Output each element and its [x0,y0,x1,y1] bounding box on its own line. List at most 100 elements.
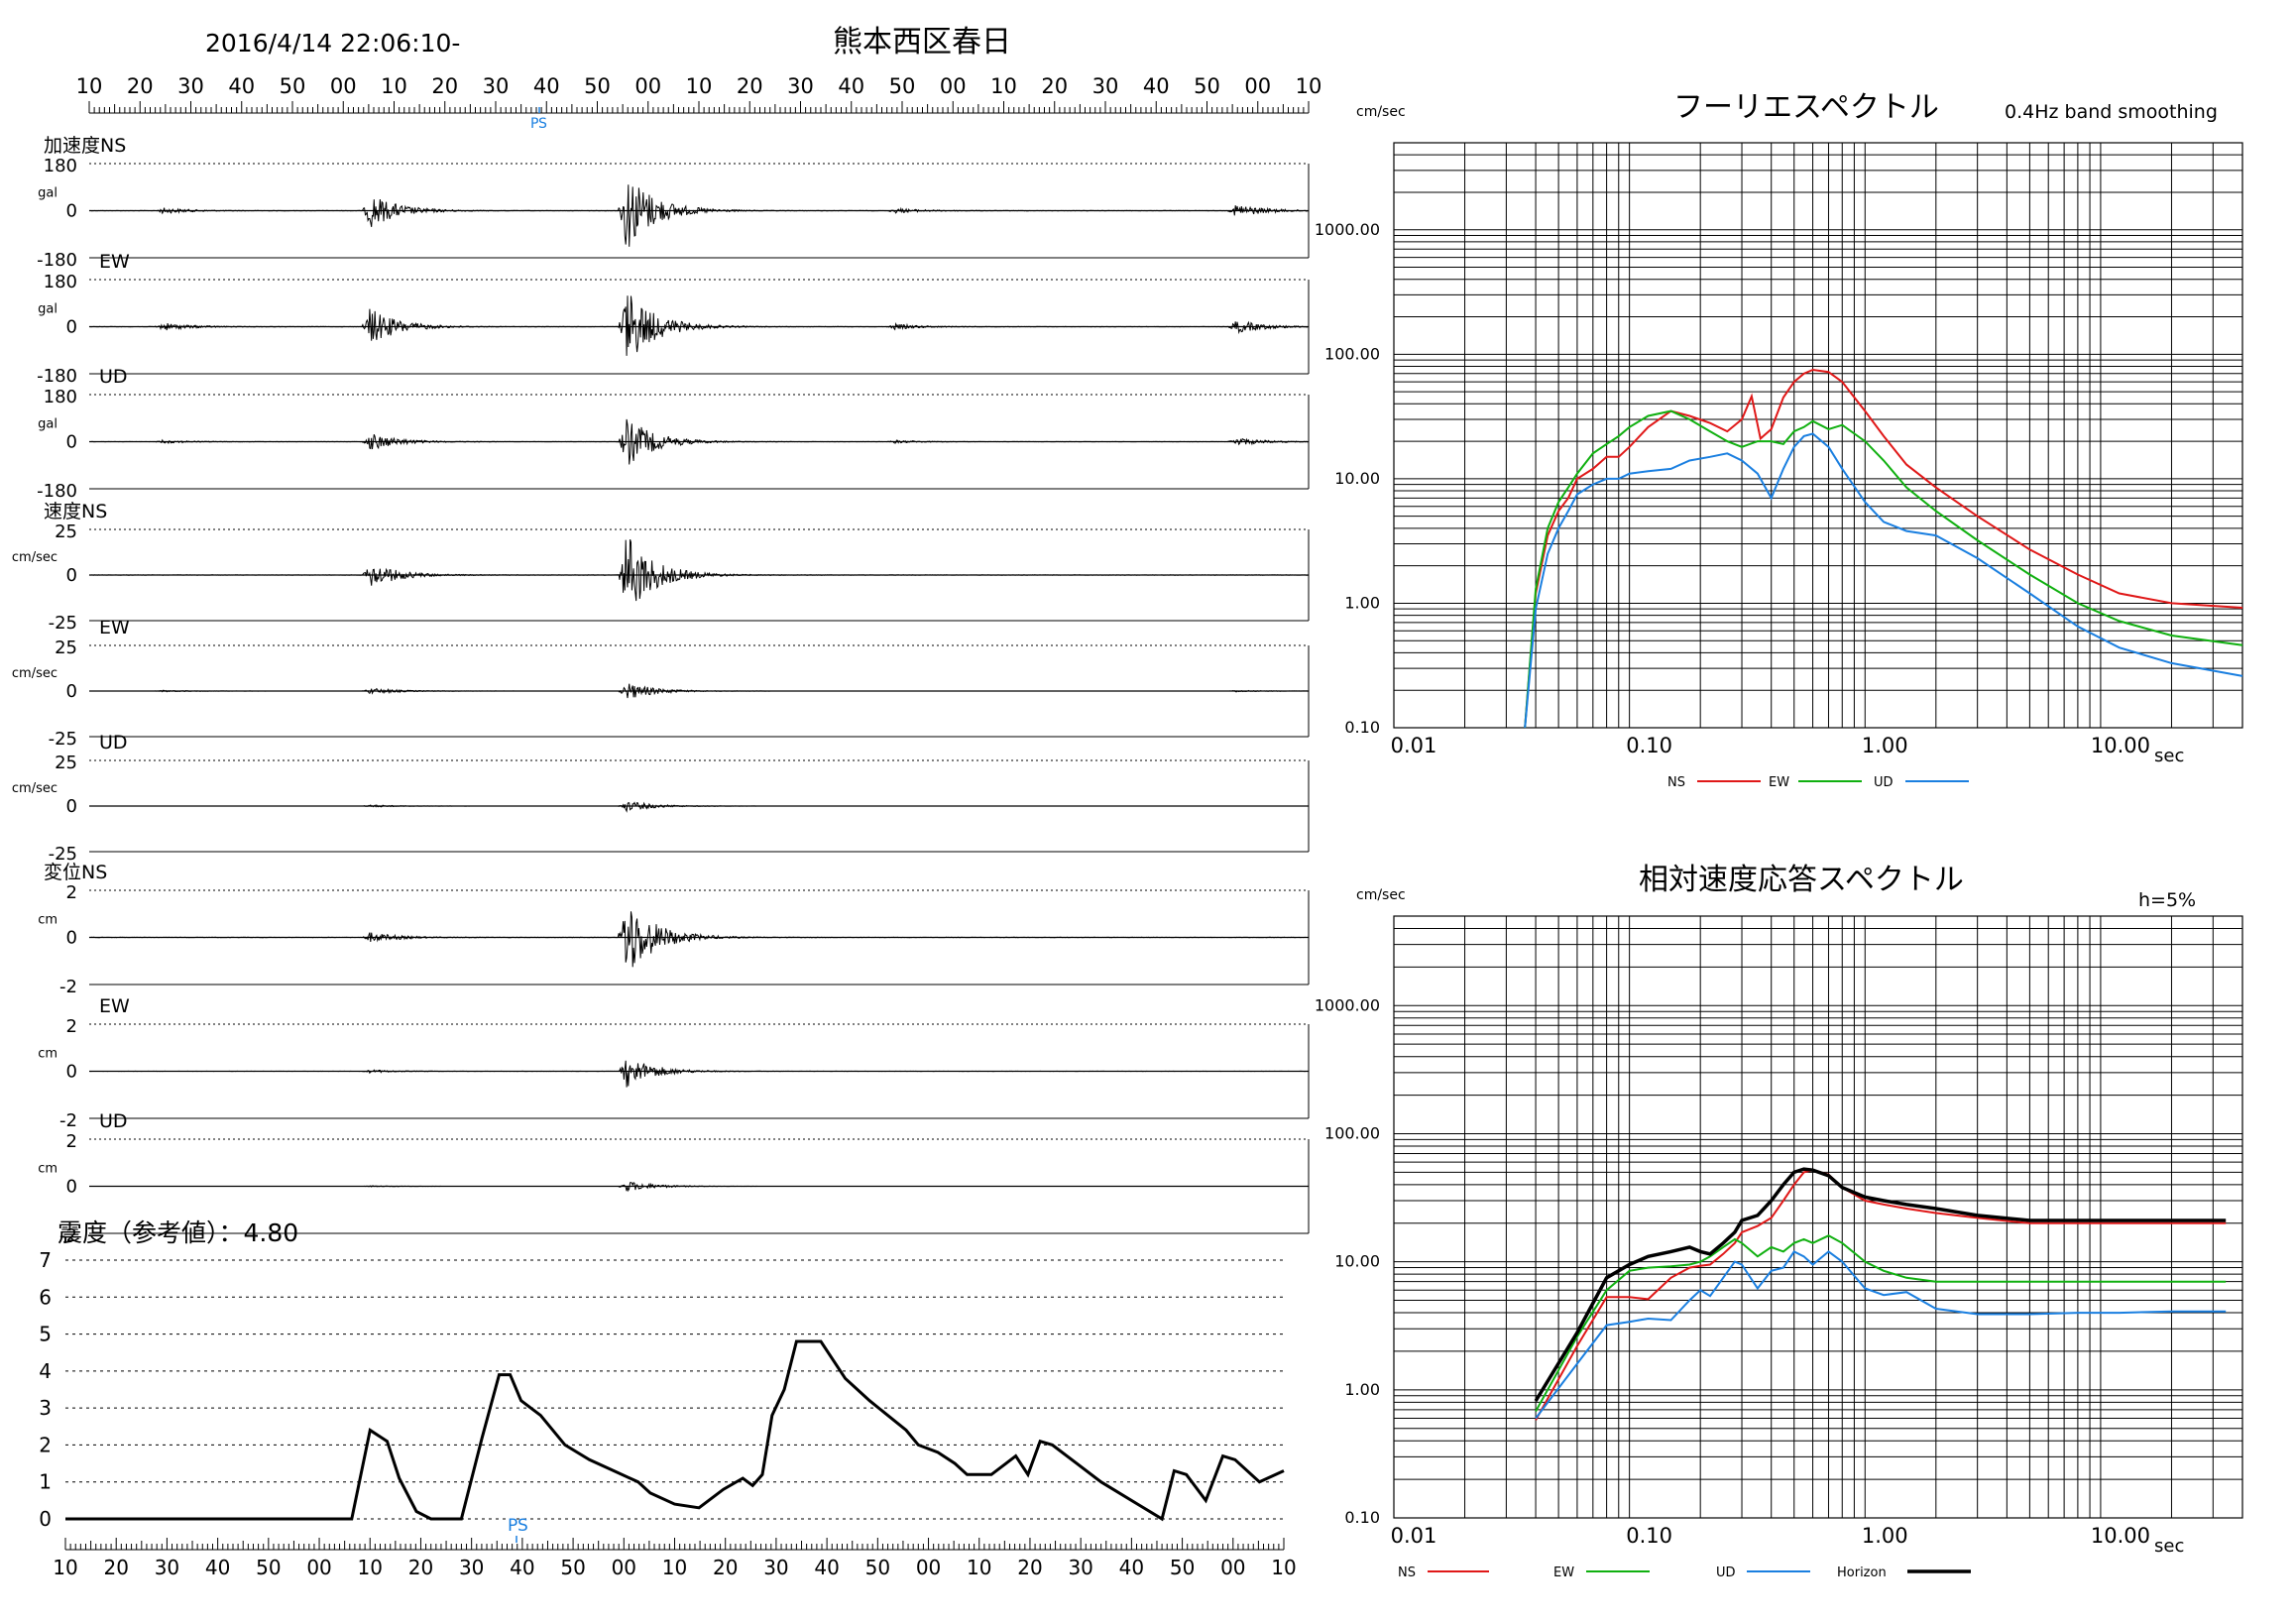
intensity-xtick-label: 00 [1220,1556,1245,1579]
fourier-series-ns [1524,368,2243,729]
intensity-xtick-label: 50 [865,1556,890,1579]
fourier-series-ew [1524,409,2243,729]
fourier-title: フーリエスペクトル [1673,90,1939,125]
response-ytick-label: 1.00 [1344,1380,1380,1399]
response-xlabel: sec [2154,1536,2184,1557]
intensity-xtick-label: 10 [1271,1556,1296,1579]
top-time-tick-label: 40 [1143,74,1170,98]
panel-bottom-value: -25 [49,729,77,750]
panel-top-value: 180 [44,387,77,407]
top-time-tick-label: 50 [889,74,916,98]
response-legend-label: Horizon [1837,1565,1887,1580]
intensity-ytick-label: 6 [39,1285,52,1309]
intensity-ytick-label: 1 [39,1470,52,1494]
intensity-ytick-label: 5 [39,1323,52,1346]
waveform-trace [88,295,1310,356]
response-ytick-label: 1000.00 [1315,995,1380,1014]
panel-zero-value: 0 [66,432,77,453]
response-xtick-label: 0.10 [1626,1524,1672,1548]
panel-top-value: 180 [44,272,77,292]
panel-unit-label: cm [38,1162,57,1177]
panel-zero-value: 0 [66,796,77,817]
intensity-xtick-label: 40 [205,1556,230,1579]
waveform-panel-vel-ew: 25 0 -25 cm/sec EW [12,617,1310,750]
response-legend-label: NS [1398,1565,1416,1580]
top-time-tick-label: 30 [177,74,204,98]
fourier-ytick-label: 1.00 [1344,593,1380,612]
panel-bottom-value: -180 [37,250,77,271]
response-ytick-label: 0.10 [1344,1508,1380,1527]
waveform-trace [89,418,1310,465]
panel-zero-value: 0 [66,1177,77,1198]
intensity-ytick-label: 0 [39,1507,52,1531]
waveform-trace [89,683,1310,699]
waveform-trace [88,911,1310,968]
fourier-series-ud [1524,432,2243,729]
response-chart: 0.10 1.00 10.00 100.00 1000.00 0.01 0.10 1.00 10… [1315,915,2243,1580]
intensity-xtick-label: 00 [306,1556,331,1579]
top-time-tick-label: 40 [228,74,255,98]
panel-component-label: 加速度NS [44,135,126,157]
fourier-subtitle: 0.4Hz band smoothing [2005,101,2218,123]
panel-top-value: 25 [55,638,77,658]
intensity-ytick-label: 2 [39,1433,52,1456]
response-series-horizon [1534,1167,2227,1402]
response-series-ew [1535,1234,2227,1412]
waveform-panel-dis-ud: 2 0 -2 cm UD [38,1110,1310,1246]
waveform-panel-dis-ew: 2 0 -2 cm EW [38,995,1310,1131]
top-time-tick-label: 10 [686,74,713,98]
intensity-xtick-label: 20 [713,1556,738,1579]
fourier-ytick-label: 0.10 [1344,718,1380,737]
intensity-xtick-label: 30 [763,1556,788,1579]
panel-unit-label: cm [38,913,57,928]
panel-component-label: UD [99,732,128,754]
top-time-tick-label: 20 [1041,74,1068,98]
panel-top-value: 25 [55,522,77,542]
top-time-tick-label: 30 [483,74,510,98]
panel-bottom-value: -180 [37,366,77,387]
waveform-panel-dis-ns: 2 0 -2 cm 変位NS [38,862,1310,997]
s-phase-marker: S [538,116,547,132]
top-time-tick-label: 30 [1092,74,1119,98]
panel-top-value: 25 [55,753,77,773]
panel-unit-label: cm/sec [12,666,57,681]
p-phase-marker: P [530,116,538,132]
response-legend-label: UD [1716,1565,1736,1580]
intensity-title: 震度（参考値）：4.80 [57,1218,298,1247]
intensity-xtick-label: 50 [560,1556,585,1579]
top-time-tick-label: 20 [737,74,763,98]
panel-component-label: UD [99,366,128,388]
response-ylabel: cm/sec [1356,887,1406,903]
record-datetime: 2016/4/14 22:06:10- [205,29,460,58]
intensity-xtick-label: 10 [662,1556,687,1579]
fourier-xtick-label: 1.00 [1862,734,1908,757]
response-title: 相対速度応答スペクトル [1639,863,1964,897]
intensity-ytick-label: 4 [39,1359,52,1383]
intensity-xtick-label: 30 [1068,1556,1092,1579]
panel-component-label: 変位NS [44,862,107,883]
fourier-legend-label: EW [1769,775,1789,790]
top-time-tick-label: 50 [280,74,306,98]
top-time-tick-label: 00 [330,74,357,98]
response-legend-label: EW [1553,1565,1574,1580]
response-ytick-label: 10.00 [1334,1252,1380,1271]
response-ytick-label: 100.00 [1324,1123,1380,1142]
top-time-tick-label: 00 [1244,74,1271,98]
panel-zero-value: 0 [66,928,77,949]
panel-bottom-value: -25 [49,844,77,865]
intensity-xtick-label: 20 [408,1556,433,1579]
waveform-panel-acc-ew: 180 0 -180 gal EW [37,251,1310,387]
waveform-panel-vel-ns: 25 0 -25 cm/sec 速度NS [12,501,1310,634]
top-time-axis: 10 20 30 40 50 00 10 20 30 40 50 00 10 20 30 40 50 00 10 20… [76,74,1321,114]
intensity-xtick-label: 50 [256,1556,281,1579]
response-subtitle: h=5% [2138,889,2196,911]
panel-bottom-value: -2 [59,1110,77,1131]
waveform-trace [89,801,1309,813]
intensity-xtick-label: 00 [916,1556,941,1579]
top-time-tick-label: 10 [76,74,103,98]
panel-bottom-value: -25 [49,613,77,634]
response-xtick-label: 10.00 [2091,1524,2150,1548]
top-time-tick-label: 10 [381,74,407,98]
fourier-ylabel: cm/sec [1356,104,1406,120]
